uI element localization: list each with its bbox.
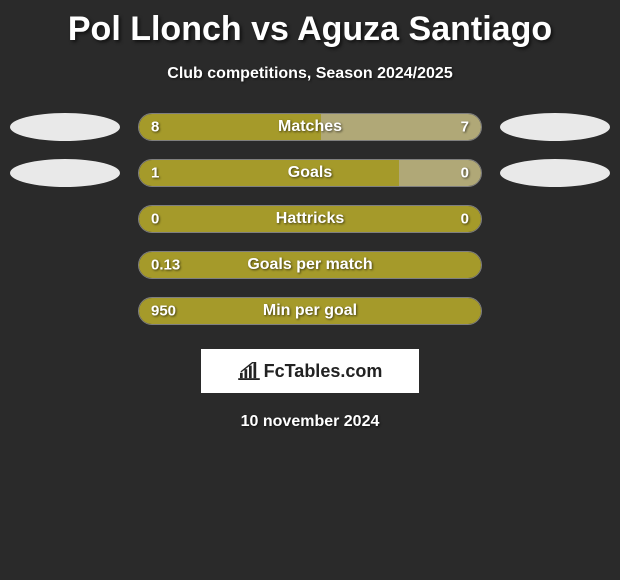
bar-value-left: 0.13 [151, 257, 180, 274]
player-left-ellipse [10, 159, 120, 187]
bar-fill-left [139, 160, 399, 186]
ellipse-spacer [10, 297, 120, 325]
bar-label: Goals [288, 164, 332, 182]
comparison-bars: 8 7 Matches 1 0 Goals 0 0 Hattricks 0.13 Goals per… [0, 113, 620, 325]
logo-box: FcTables.com [201, 349, 419, 393]
ellipse-spacer [500, 205, 610, 233]
bar-label: Goals per match [247, 256, 372, 274]
bar-value-left: 950 [151, 303, 176, 320]
bar-value-left: 0 [151, 211, 159, 228]
stat-bar: 8 7 Matches [138, 113, 482, 141]
bar-label: Matches [278, 118, 342, 136]
bar-fill-right [321, 114, 481, 140]
page-title: Pol Llonch vs Aguza Santiago [0, 0, 620, 49]
player-right-ellipse [500, 159, 610, 187]
stat-bar: 0.13 Goals per match [138, 251, 482, 279]
stat-bar: 1 0 Goals [138, 159, 482, 187]
stat-row: 0.13 Goals per match [0, 251, 620, 279]
logo-text: FcTables.com [264, 361, 383, 382]
bar-value-left: 8 [151, 119, 159, 136]
ellipse-spacer [10, 251, 120, 279]
stat-row: 1 0 Goals [0, 159, 620, 187]
bar-value-right: 0 [461, 165, 469, 182]
player-left-ellipse [10, 113, 120, 141]
date-text: 10 november 2024 [0, 413, 620, 431]
bar-value-left: 1 [151, 165, 159, 182]
player-right-ellipse [500, 113, 610, 141]
ellipse-spacer [10, 205, 120, 233]
stat-row: 8 7 Matches [0, 113, 620, 141]
stat-bar: 0 0 Hattricks [138, 205, 482, 233]
ellipse-spacer [500, 297, 610, 325]
bar-label: Hattricks [276, 210, 344, 228]
stat-bar: 950 Min per goal [138, 297, 482, 325]
stat-row: 0 0 Hattricks [0, 205, 620, 233]
ellipse-spacer [500, 251, 610, 279]
bar-value-right: 7 [461, 119, 469, 136]
bar-value-right: 0 [461, 211, 469, 228]
stat-row: 950 Min per goal [0, 297, 620, 325]
page-subtitle: Club competitions, Season 2024/2025 [0, 65, 620, 83]
chart-icon [238, 362, 260, 380]
bar-label: Min per goal [263, 302, 357, 320]
